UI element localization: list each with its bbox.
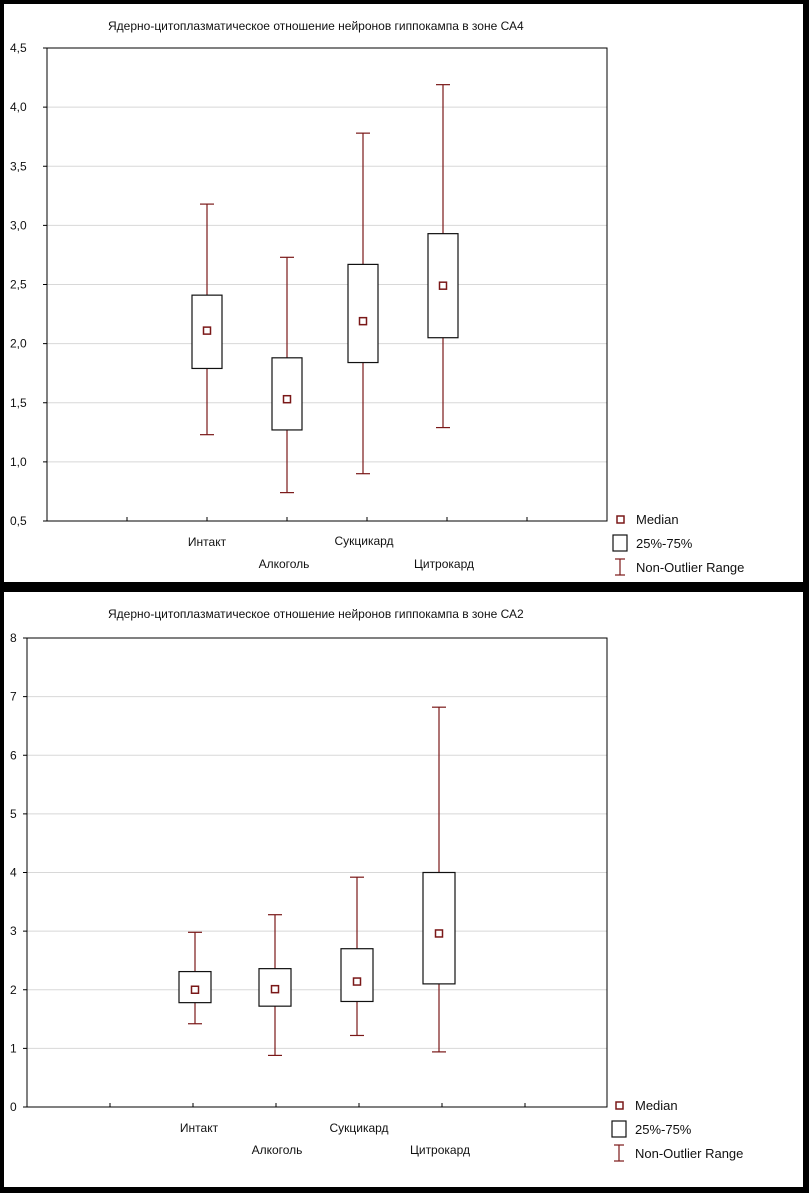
y-tick-label: 2: [10, 983, 17, 997]
y-tick-label: 0,5: [10, 514, 27, 528]
iqr-box: [347, 263, 379, 364]
median-marker: [282, 394, 292, 404]
median-marker: [438, 281, 448, 290]
chart-title: Ядерно-цитоплазматическое отношение нейр…: [108, 19, 524, 33]
y-tick-label: 4,0: [10, 100, 27, 114]
boxplot-chart-ca2: Ядерно-цитоплазматическое отношение нейр…: [10, 607, 743, 1162]
y-tick-label: 8: [10, 631, 17, 645]
legend-median-icon: [616, 515, 625, 524]
category-label: Цитрокард: [410, 1143, 470, 1157]
y-tick-label: 1: [10, 1041, 17, 1055]
y-tick-label: 3: [10, 924, 17, 938]
median-marker: [202, 326, 212, 335]
median-marker: [190, 985, 200, 994]
y-tick-label: 4,5: [10, 41, 27, 55]
boxplot-chart-ca4: Ядерно-цитоплазматическое отношение нейр…: [10, 19, 744, 576]
y-tick-label: 3,5: [10, 159, 27, 173]
y-tick-label: 7: [10, 690, 17, 704]
y-tick-label: 3,0: [10, 218, 27, 232]
category-label: Цитрокард: [414, 557, 474, 571]
y-tick-label: 6: [10, 748, 17, 762]
category-label: Алкоголь: [252, 1143, 303, 1157]
y-tick-label: 4: [10, 866, 17, 880]
iqr-box: [422, 871, 456, 985]
median-marker: [352, 977, 362, 986]
y-tick-label: 2,5: [10, 278, 27, 292]
legend-median-label: Median: [635, 1098, 678, 1113]
iqr-box: [271, 357, 303, 431]
category-label: Интакт: [180, 1121, 219, 1135]
median-marker: [358, 316, 368, 326]
legend-box-icon: [612, 534, 628, 552]
iqr-box: [340, 948, 374, 1003]
legend-median-label: Median: [636, 512, 679, 527]
chart-panel-ca4: Ядерно-цитоплазматическое отношение нейр…: [4, 4, 803, 582]
category-label: Сукцикард: [334, 534, 393, 548]
legend-box-icon: [611, 1120, 627, 1138]
y-tick-label: 5: [10, 807, 17, 821]
y-tick-label: 1,5: [10, 396, 27, 410]
chart-title: Ядерно-цитоплазматическое отношение нейр…: [108, 607, 524, 621]
y-tick-label: 1,0: [10, 455, 27, 469]
y-tick-label: 0: [10, 1100, 17, 1114]
chart-panel-ca2: Ядерно-цитоплазматическое отношение нейр…: [4, 592, 803, 1187]
median-marker: [270, 984, 280, 994]
category-label: Интакт: [188, 535, 227, 549]
legend-range-label: Non-Outlier Range: [635, 1146, 743, 1161]
median-marker: [434, 929, 444, 938]
category-label: Алкоголь: [259, 557, 310, 571]
y-tick-label: 2,0: [10, 337, 27, 351]
legend-range-label: Non-Outlier Range: [636, 560, 744, 575]
legend-box-label: 25%-75%: [636, 536, 693, 551]
legend-box-label: 25%-75%: [635, 1122, 692, 1137]
category-label: Сукцикард: [329, 1121, 388, 1135]
legend-median-icon: [615, 1101, 624, 1110]
